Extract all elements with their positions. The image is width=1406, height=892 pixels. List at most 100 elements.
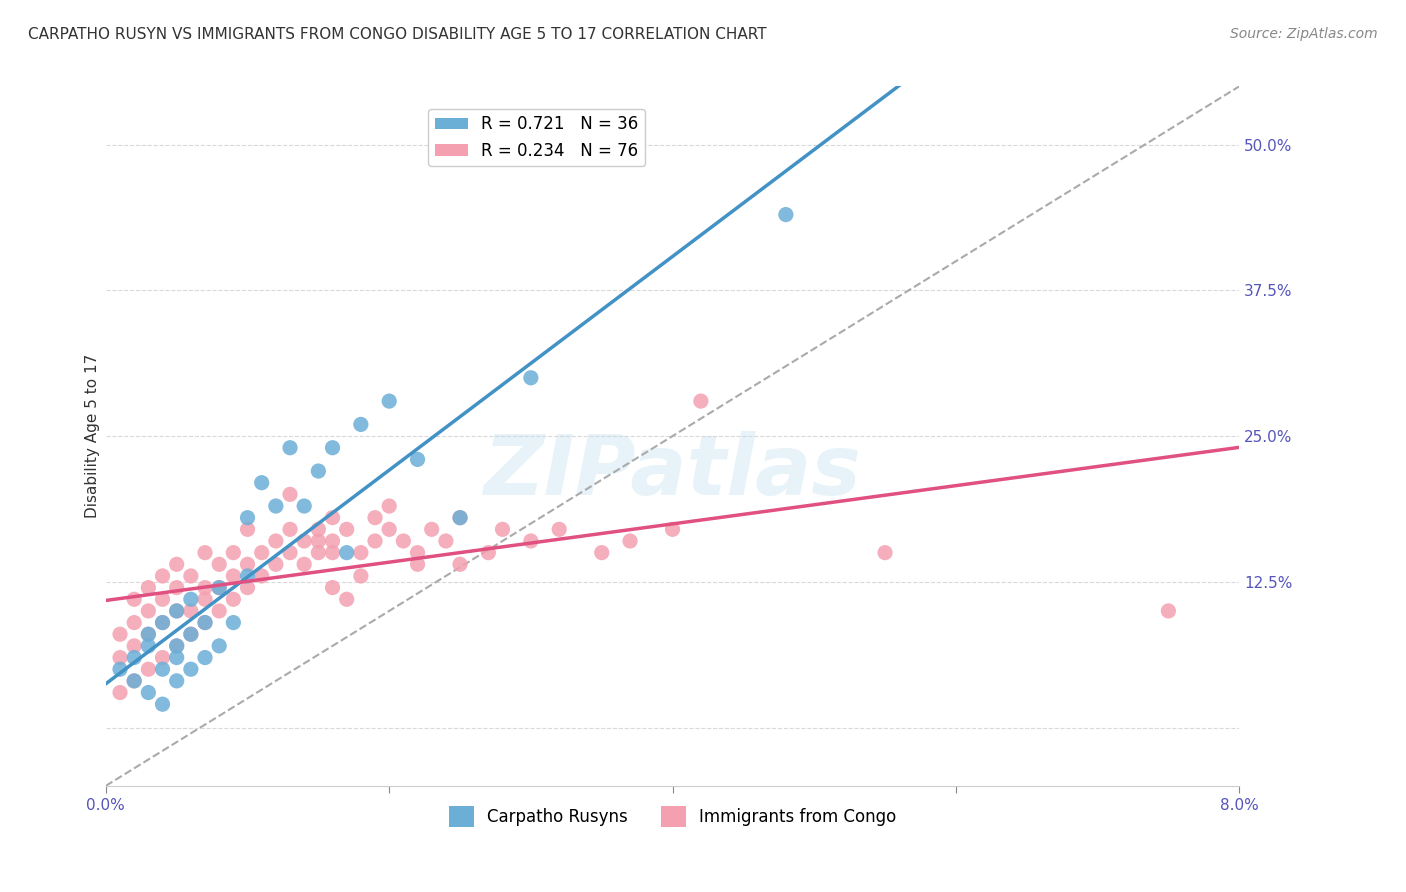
Point xyxy=(138,627,160,641)
Point xyxy=(278,522,301,536)
Point xyxy=(152,697,174,711)
Legend: Carpatho Rusyns, Immigrants from Congo: Carpatho Rusyns, Immigrants from Congo xyxy=(441,800,903,833)
Point xyxy=(336,522,359,536)
Point xyxy=(406,546,429,560)
Point xyxy=(194,650,217,665)
Point xyxy=(364,510,387,524)
Point xyxy=(236,558,259,572)
Point xyxy=(180,569,202,583)
Y-axis label: Disability Age 5 to 17: Disability Age 5 to 17 xyxy=(86,354,100,518)
Point xyxy=(364,533,387,548)
Point xyxy=(236,522,259,536)
Point xyxy=(236,510,259,524)
Point xyxy=(208,604,231,618)
Point xyxy=(406,452,429,467)
Point xyxy=(520,371,543,385)
Point xyxy=(264,533,287,548)
Point xyxy=(378,522,401,536)
Point xyxy=(208,639,231,653)
Point xyxy=(1157,604,1180,618)
Point xyxy=(278,441,301,455)
Point xyxy=(138,639,160,653)
Point xyxy=(591,546,613,560)
Point xyxy=(336,546,359,560)
Point xyxy=(350,569,373,583)
Point xyxy=(307,522,329,536)
Point xyxy=(108,627,131,641)
Point xyxy=(166,639,188,653)
Point xyxy=(661,522,683,536)
Point xyxy=(222,592,245,607)
Point xyxy=(264,499,287,513)
Point xyxy=(152,615,174,630)
Point xyxy=(194,546,217,560)
Point xyxy=(307,464,329,478)
Point xyxy=(378,394,401,409)
Point xyxy=(406,558,429,572)
Point xyxy=(180,627,202,641)
Point xyxy=(449,510,471,524)
Point xyxy=(222,546,245,560)
Point xyxy=(378,499,401,513)
Text: ZIPatlas: ZIPatlas xyxy=(484,431,862,511)
Point xyxy=(166,650,188,665)
Point xyxy=(122,673,145,688)
Point xyxy=(180,627,202,641)
Point xyxy=(322,510,344,524)
Point xyxy=(250,546,273,560)
Point xyxy=(491,522,513,536)
Point xyxy=(152,615,174,630)
Point xyxy=(194,615,217,630)
Point xyxy=(194,615,217,630)
Point xyxy=(208,581,231,595)
Point xyxy=(322,546,344,560)
Point xyxy=(250,475,273,490)
Point xyxy=(420,522,443,536)
Point xyxy=(152,650,174,665)
Point xyxy=(307,546,329,560)
Point xyxy=(292,533,315,548)
Point xyxy=(194,581,217,595)
Point xyxy=(278,487,301,501)
Point xyxy=(138,581,160,595)
Point xyxy=(322,533,344,548)
Point xyxy=(108,650,131,665)
Point xyxy=(775,208,797,222)
Point xyxy=(292,558,315,572)
Point xyxy=(548,522,571,536)
Point xyxy=(873,546,896,560)
Point xyxy=(477,546,499,560)
Point xyxy=(180,662,202,676)
Point xyxy=(166,558,188,572)
Point xyxy=(122,639,145,653)
Point xyxy=(520,533,543,548)
Point xyxy=(449,510,471,524)
Point xyxy=(449,558,471,572)
Point xyxy=(278,546,301,560)
Point xyxy=(350,546,373,560)
Point xyxy=(264,558,287,572)
Point xyxy=(138,685,160,699)
Point xyxy=(322,581,344,595)
Point xyxy=(166,581,188,595)
Point xyxy=(236,569,259,583)
Point xyxy=(152,662,174,676)
Point xyxy=(138,662,160,676)
Point xyxy=(166,604,188,618)
Point xyxy=(138,627,160,641)
Point xyxy=(336,592,359,607)
Point xyxy=(152,569,174,583)
Point xyxy=(122,592,145,607)
Point xyxy=(122,673,145,688)
Point xyxy=(166,604,188,618)
Point xyxy=(322,441,344,455)
Point xyxy=(138,604,160,618)
Point xyxy=(236,581,259,595)
Point xyxy=(292,499,315,513)
Point xyxy=(108,685,131,699)
Point xyxy=(122,650,145,665)
Text: CARPATHO RUSYN VS IMMIGRANTS FROM CONGO DISABILITY AGE 5 TO 17 CORRELATION CHART: CARPATHO RUSYN VS IMMIGRANTS FROM CONGO … xyxy=(28,27,766,42)
Point xyxy=(392,533,415,548)
Point xyxy=(307,533,329,548)
Point xyxy=(122,615,145,630)
